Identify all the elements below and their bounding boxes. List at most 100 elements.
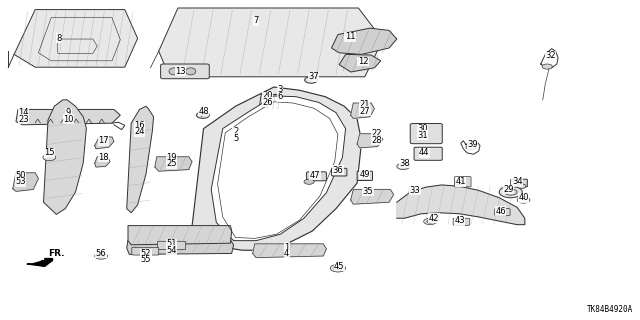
Text: 23: 23 [19, 115, 29, 124]
Text: 14: 14 [19, 108, 29, 117]
FancyBboxPatch shape [495, 209, 510, 216]
FancyBboxPatch shape [410, 124, 442, 144]
Circle shape [424, 218, 436, 225]
Circle shape [499, 186, 522, 198]
Text: 15: 15 [44, 148, 54, 157]
Text: 49: 49 [360, 170, 370, 179]
Text: 1: 1 [284, 243, 289, 252]
Polygon shape [351, 189, 394, 204]
Polygon shape [159, 8, 383, 77]
Text: 2: 2 [233, 127, 238, 136]
Polygon shape [259, 94, 285, 110]
Circle shape [330, 264, 346, 272]
Text: 36: 36 [333, 166, 343, 175]
Text: 33: 33 [410, 186, 420, 195]
FancyBboxPatch shape [453, 218, 470, 225]
Text: 21: 21 [360, 100, 370, 109]
Text: 39: 39 [467, 140, 477, 149]
Polygon shape [14, 10, 138, 67]
Circle shape [196, 112, 209, 118]
Text: 17: 17 [99, 136, 109, 145]
Polygon shape [191, 87, 362, 250]
Circle shape [504, 189, 517, 195]
Polygon shape [332, 28, 397, 54]
Polygon shape [127, 240, 234, 254]
Text: 29: 29 [504, 185, 514, 194]
Circle shape [455, 180, 464, 185]
Polygon shape [128, 226, 232, 245]
Polygon shape [95, 137, 114, 149]
Circle shape [517, 184, 526, 188]
Text: 3: 3 [278, 85, 283, 94]
FancyBboxPatch shape [161, 64, 209, 79]
Polygon shape [351, 103, 374, 118]
Circle shape [542, 64, 552, 69]
Polygon shape [127, 106, 154, 213]
Circle shape [304, 179, 314, 184]
Text: 12: 12 [358, 57, 368, 66]
Text: 51: 51 [166, 239, 177, 248]
Text: 44: 44 [419, 148, 429, 157]
Polygon shape [44, 100, 86, 214]
Text: 52: 52 [141, 249, 151, 258]
Text: 35: 35 [363, 187, 373, 196]
Polygon shape [253, 244, 326, 258]
Text: 31: 31 [417, 131, 428, 140]
FancyBboxPatch shape [414, 147, 442, 160]
Circle shape [43, 154, 56, 161]
Text: 46: 46 [495, 207, 506, 216]
Text: 50: 50 [15, 171, 26, 180]
FancyBboxPatch shape [511, 179, 527, 187]
Polygon shape [95, 157, 110, 167]
Text: 48: 48 [198, 107, 209, 116]
Circle shape [427, 220, 433, 223]
Polygon shape [155, 157, 192, 171]
Text: 42: 42 [429, 214, 439, 223]
Text: 9: 9 [66, 108, 71, 117]
Polygon shape [357, 134, 383, 148]
Text: 10: 10 [63, 115, 74, 124]
Text: 38: 38 [400, 159, 410, 168]
Text: 8: 8 [56, 34, 61, 43]
Text: 30: 30 [417, 124, 428, 133]
Text: 18: 18 [99, 153, 109, 162]
Circle shape [98, 254, 104, 258]
Text: 7: 7 [253, 16, 259, 25]
Text: 13: 13 [175, 67, 186, 76]
FancyBboxPatch shape [307, 172, 326, 181]
FancyBboxPatch shape [157, 241, 186, 250]
Ellipse shape [186, 68, 196, 75]
Circle shape [334, 266, 342, 270]
Text: 24: 24 [134, 127, 145, 136]
Text: FR.: FR. [48, 249, 65, 258]
Text: 43: 43 [454, 216, 465, 225]
Text: 4: 4 [284, 249, 289, 258]
Text: 27: 27 [360, 107, 370, 116]
Text: 19: 19 [166, 153, 177, 162]
Polygon shape [27, 259, 52, 266]
Text: 16: 16 [134, 121, 145, 130]
Text: 37: 37 [308, 72, 319, 81]
Text: 5: 5 [233, 134, 238, 143]
Polygon shape [211, 96, 346, 241]
Polygon shape [339, 54, 381, 72]
Polygon shape [397, 185, 525, 225]
Polygon shape [16, 109, 120, 125]
Text: 25: 25 [166, 159, 177, 168]
Text: 6: 6 [278, 92, 283, 101]
Circle shape [517, 197, 530, 203]
Text: 20: 20 [262, 92, 273, 100]
Text: 41: 41 [456, 177, 466, 186]
Text: 28: 28 [371, 136, 381, 145]
FancyBboxPatch shape [357, 171, 372, 180]
Text: 26: 26 [262, 98, 273, 107]
Text: 53: 53 [15, 177, 26, 186]
Circle shape [95, 253, 108, 259]
Text: 54: 54 [166, 246, 177, 255]
FancyBboxPatch shape [332, 168, 347, 176]
Text: TK84B4920A: TK84B4920A [588, 305, 634, 314]
Polygon shape [13, 173, 38, 191]
FancyBboxPatch shape [454, 177, 471, 187]
Text: 34: 34 [512, 177, 522, 186]
Text: 56: 56 [96, 249, 106, 258]
